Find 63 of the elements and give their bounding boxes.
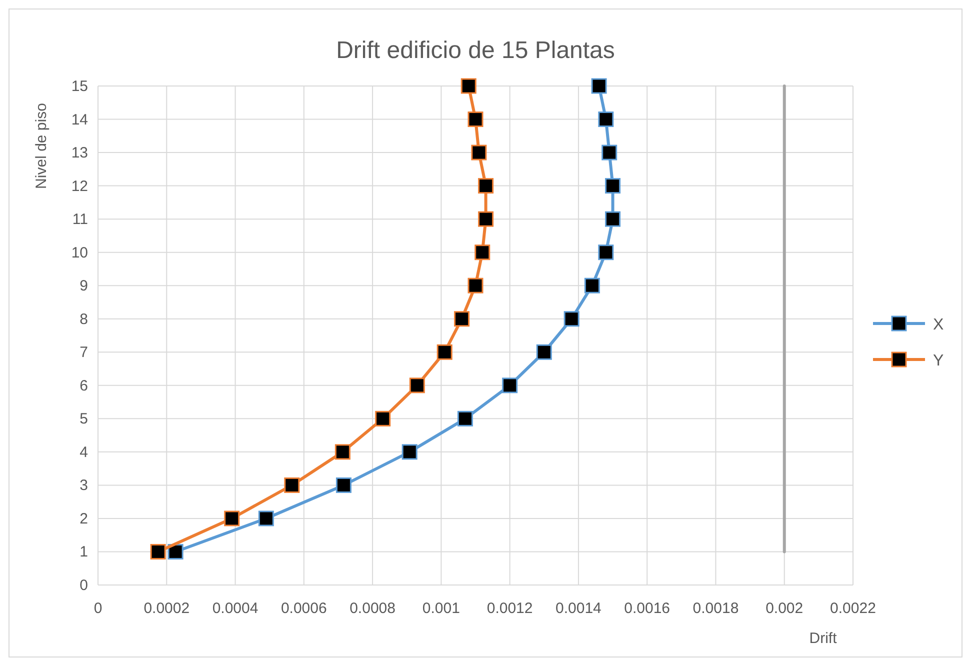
y-tick-label: 12 [71, 178, 88, 195]
y-tick-label: 13 [71, 144, 88, 162]
point [150, 544, 166, 560]
y-tick-label: 0 [80, 577, 88, 594]
chart-title: Drift edificio de 15 Plantas [336, 37, 615, 64]
x-tick-label: 0.0004 [212, 600, 258, 617]
x-tick-label: 0.0022 [830, 600, 876, 617]
point [409, 378, 425, 394]
x-tick-label: 0.0016 [624, 600, 670, 617]
point [474, 244, 490, 260]
point [454, 311, 470, 327]
x-tick-label: 0.0014 [556, 600, 602, 617]
point [478, 211, 494, 227]
x-tick-label: 0.0002 [144, 600, 190, 617]
x-tick-label: 0.0008 [350, 600, 396, 617]
x-tick-label: 0.0012 [486, 600, 533, 617]
y-tick-label: 4 [80, 444, 88, 461]
point [564, 311, 580, 327]
point [402, 444, 418, 460]
point [598, 112, 614, 128]
point [605, 211, 621, 227]
y-tick-label: 11 [72, 211, 88, 228]
point [334, 444, 350, 460]
y-tick-label: 10 [71, 244, 88, 262]
point [478, 178, 494, 194]
point [457, 410, 473, 426]
point [460, 78, 476, 94]
y-tick-label: 2 [80, 510, 88, 528]
y-tick-label: 1 [80, 544, 88, 561]
point [502, 378, 518, 394]
x-tick-label: 0.0006 [280, 600, 327, 617]
y-tick-label: 7 [80, 344, 88, 362]
point [471, 144, 487, 160]
point [598, 244, 614, 260]
x-tick-label: 0.0018 [692, 600, 739, 617]
x-tick-label: 0.002 [766, 600, 804, 617]
x-axis-title: Drift [809, 630, 838, 647]
point [468, 278, 484, 294]
point [336, 477, 352, 493]
point [375, 410, 391, 426]
y-tick-label: 14 [71, 111, 88, 128]
y-tick-label: 6 [80, 377, 88, 394]
point [591, 78, 607, 94]
x-tick-label: 0.001 [422, 600, 460, 617]
y-tick-label: 9 [80, 278, 88, 295]
y-tick-label: 15 [71, 78, 88, 95]
y-axis-title: Nivel de piso [33, 103, 50, 189]
point [468, 112, 484, 128]
point [602, 144, 618, 160]
point [258, 510, 274, 526]
point [168, 544, 184, 560]
point [584, 278, 600, 294]
point [284, 477, 300, 493]
y-tick-label: 3 [80, 477, 88, 494]
y-tick-label: 8 [80, 310, 88, 328]
point [605, 178, 621, 194]
x-tick-label: 0 [94, 600, 102, 617]
legend-label: Y [933, 352, 944, 370]
y-tick-label: 5 [80, 410, 88, 428]
point [436, 344, 452, 360]
legend-label: X [933, 316, 944, 334]
point [536, 344, 552, 360]
point [224, 510, 240, 526]
